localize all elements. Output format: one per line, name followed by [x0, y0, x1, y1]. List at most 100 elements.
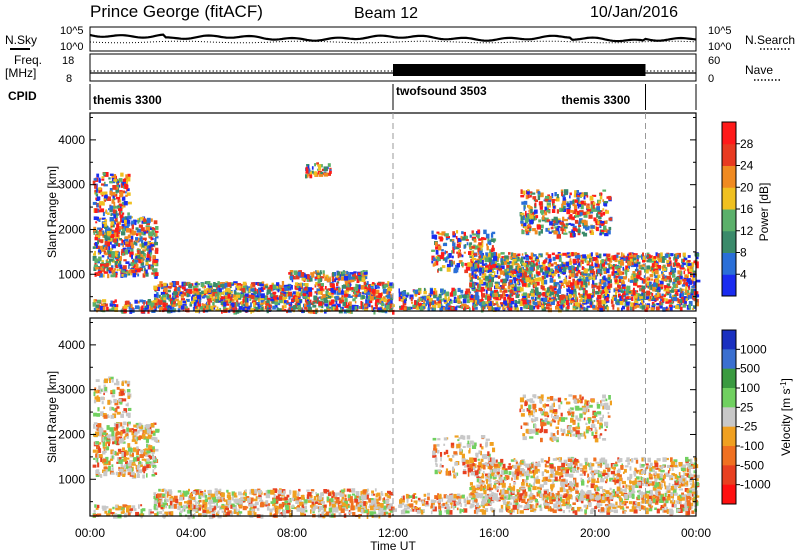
echo-cell [463, 307, 465, 311]
echo-cell [195, 285, 199, 288]
echo-cell [122, 178, 127, 184]
echo-cell [675, 284, 678, 288]
echo-cell [148, 426, 152, 431]
echo-cell [351, 308, 355, 312]
echo-cell [481, 240, 484, 244]
echo-cell [489, 249, 491, 254]
echo-cell [441, 249, 444, 252]
echo-cell [258, 291, 261, 296]
echo-cell [127, 272, 131, 276]
echo-cell [598, 253, 602, 259]
echo-cell [625, 265, 629, 270]
echo-cell [183, 286, 186, 292]
echo-cell [577, 198, 580, 203]
echo-cell [524, 252, 527, 255]
echo-cell [112, 238, 117, 243]
echo-cell [278, 299, 283, 304]
echo-cell [134, 436, 137, 442]
echo-cell [371, 282, 375, 285]
echo-cell [304, 275, 308, 279]
echo-cell [635, 304, 640, 308]
echo-cell [177, 308, 181, 313]
echo-cell [507, 285, 511, 290]
echo-cell [664, 286, 668, 290]
echo-cell [324, 303, 328, 307]
echo-cell [119, 199, 122, 203]
echo-cell [537, 294, 541, 298]
echo-cell [541, 262, 546, 267]
echo-cell [593, 256, 598, 262]
echo-cell [450, 301, 453, 304]
echo-cell [617, 284, 620, 288]
echo-cell [460, 294, 464, 298]
echo-cell [272, 291, 277, 295]
echo-cell [535, 287, 539, 292]
echo-cell [206, 305, 209, 310]
echo-cell [560, 295, 564, 301]
echo-cell [551, 252, 555, 256]
echo-cell [482, 255, 487, 258]
echo-cell [336, 303, 341, 308]
echo-cell [485, 289, 488, 295]
echo-cell [119, 256, 122, 261]
echo-cell [466, 294, 470, 299]
echo-cell [652, 282, 657, 287]
echo-cell [111, 174, 116, 179]
echo-cell [545, 195, 550, 199]
echo-cell [403, 307, 407, 311]
echo-cell [93, 424, 96, 429]
echo-cell [303, 288, 308, 291]
echo-cell [145, 260, 149, 266]
echo-cell [623, 276, 627, 280]
echo-cell [480, 245, 483, 249]
echo-cell [317, 278, 321, 284]
echo-cell [355, 287, 359, 292]
echo-cell [329, 288, 332, 291]
echo-cell [204, 281, 208, 285]
echo-cell [124, 249, 128, 255]
echo-cell [620, 256, 625, 261]
noise-search-line [89, 40, 697, 44]
echo-cell [590, 201, 595, 206]
echo-cell [584, 220, 588, 226]
echo-cell [531, 262, 533, 266]
echo-cell [133, 429, 138, 434]
echo-cell [105, 209, 107, 215]
echo-cell [336, 275, 340, 279]
echo-cell [222, 305, 226, 310]
echo-cell [106, 306, 109, 312]
echo-cell [110, 300, 113, 305]
echo-cell [509, 279, 512, 283]
echo-cell [411, 301, 414, 304]
echo-cell [201, 293, 204, 298]
echo-cell [520, 194, 525, 198]
echo-cell [522, 190, 526, 195]
echo-cell [602, 279, 606, 283]
echo-cell [566, 292, 569, 297]
echo-cell [311, 273, 315, 278]
echo-cell [153, 422, 157, 425]
echo-cell [100, 239, 104, 244]
echo-cell [495, 261, 497, 265]
echo-cell [385, 305, 390, 310]
echo-cell [555, 305, 560, 310]
echo-cell [565, 267, 568, 270]
echo-cell [111, 455, 114, 459]
echo-cell [233, 310, 238, 315]
echo-cell [146, 222, 150, 226]
echo-cell [113, 201, 116, 207]
echo-cell [588, 207, 592, 210]
echo-cell [212, 291, 216, 297]
echo-cell [320, 290, 323, 296]
echo-cell [427, 307, 431, 311]
echo-cell [688, 267, 693, 272]
echo-cell [382, 296, 386, 300]
echo-cell [308, 287, 312, 292]
echo-cell [366, 287, 369, 290]
echo-cell [290, 301, 293, 306]
echo-cell [235, 296, 238, 301]
echo-cell [601, 259, 604, 263]
echo-cell [574, 252, 578, 256]
echo-cell [523, 206, 526, 211]
echo-cell [619, 287, 623, 291]
